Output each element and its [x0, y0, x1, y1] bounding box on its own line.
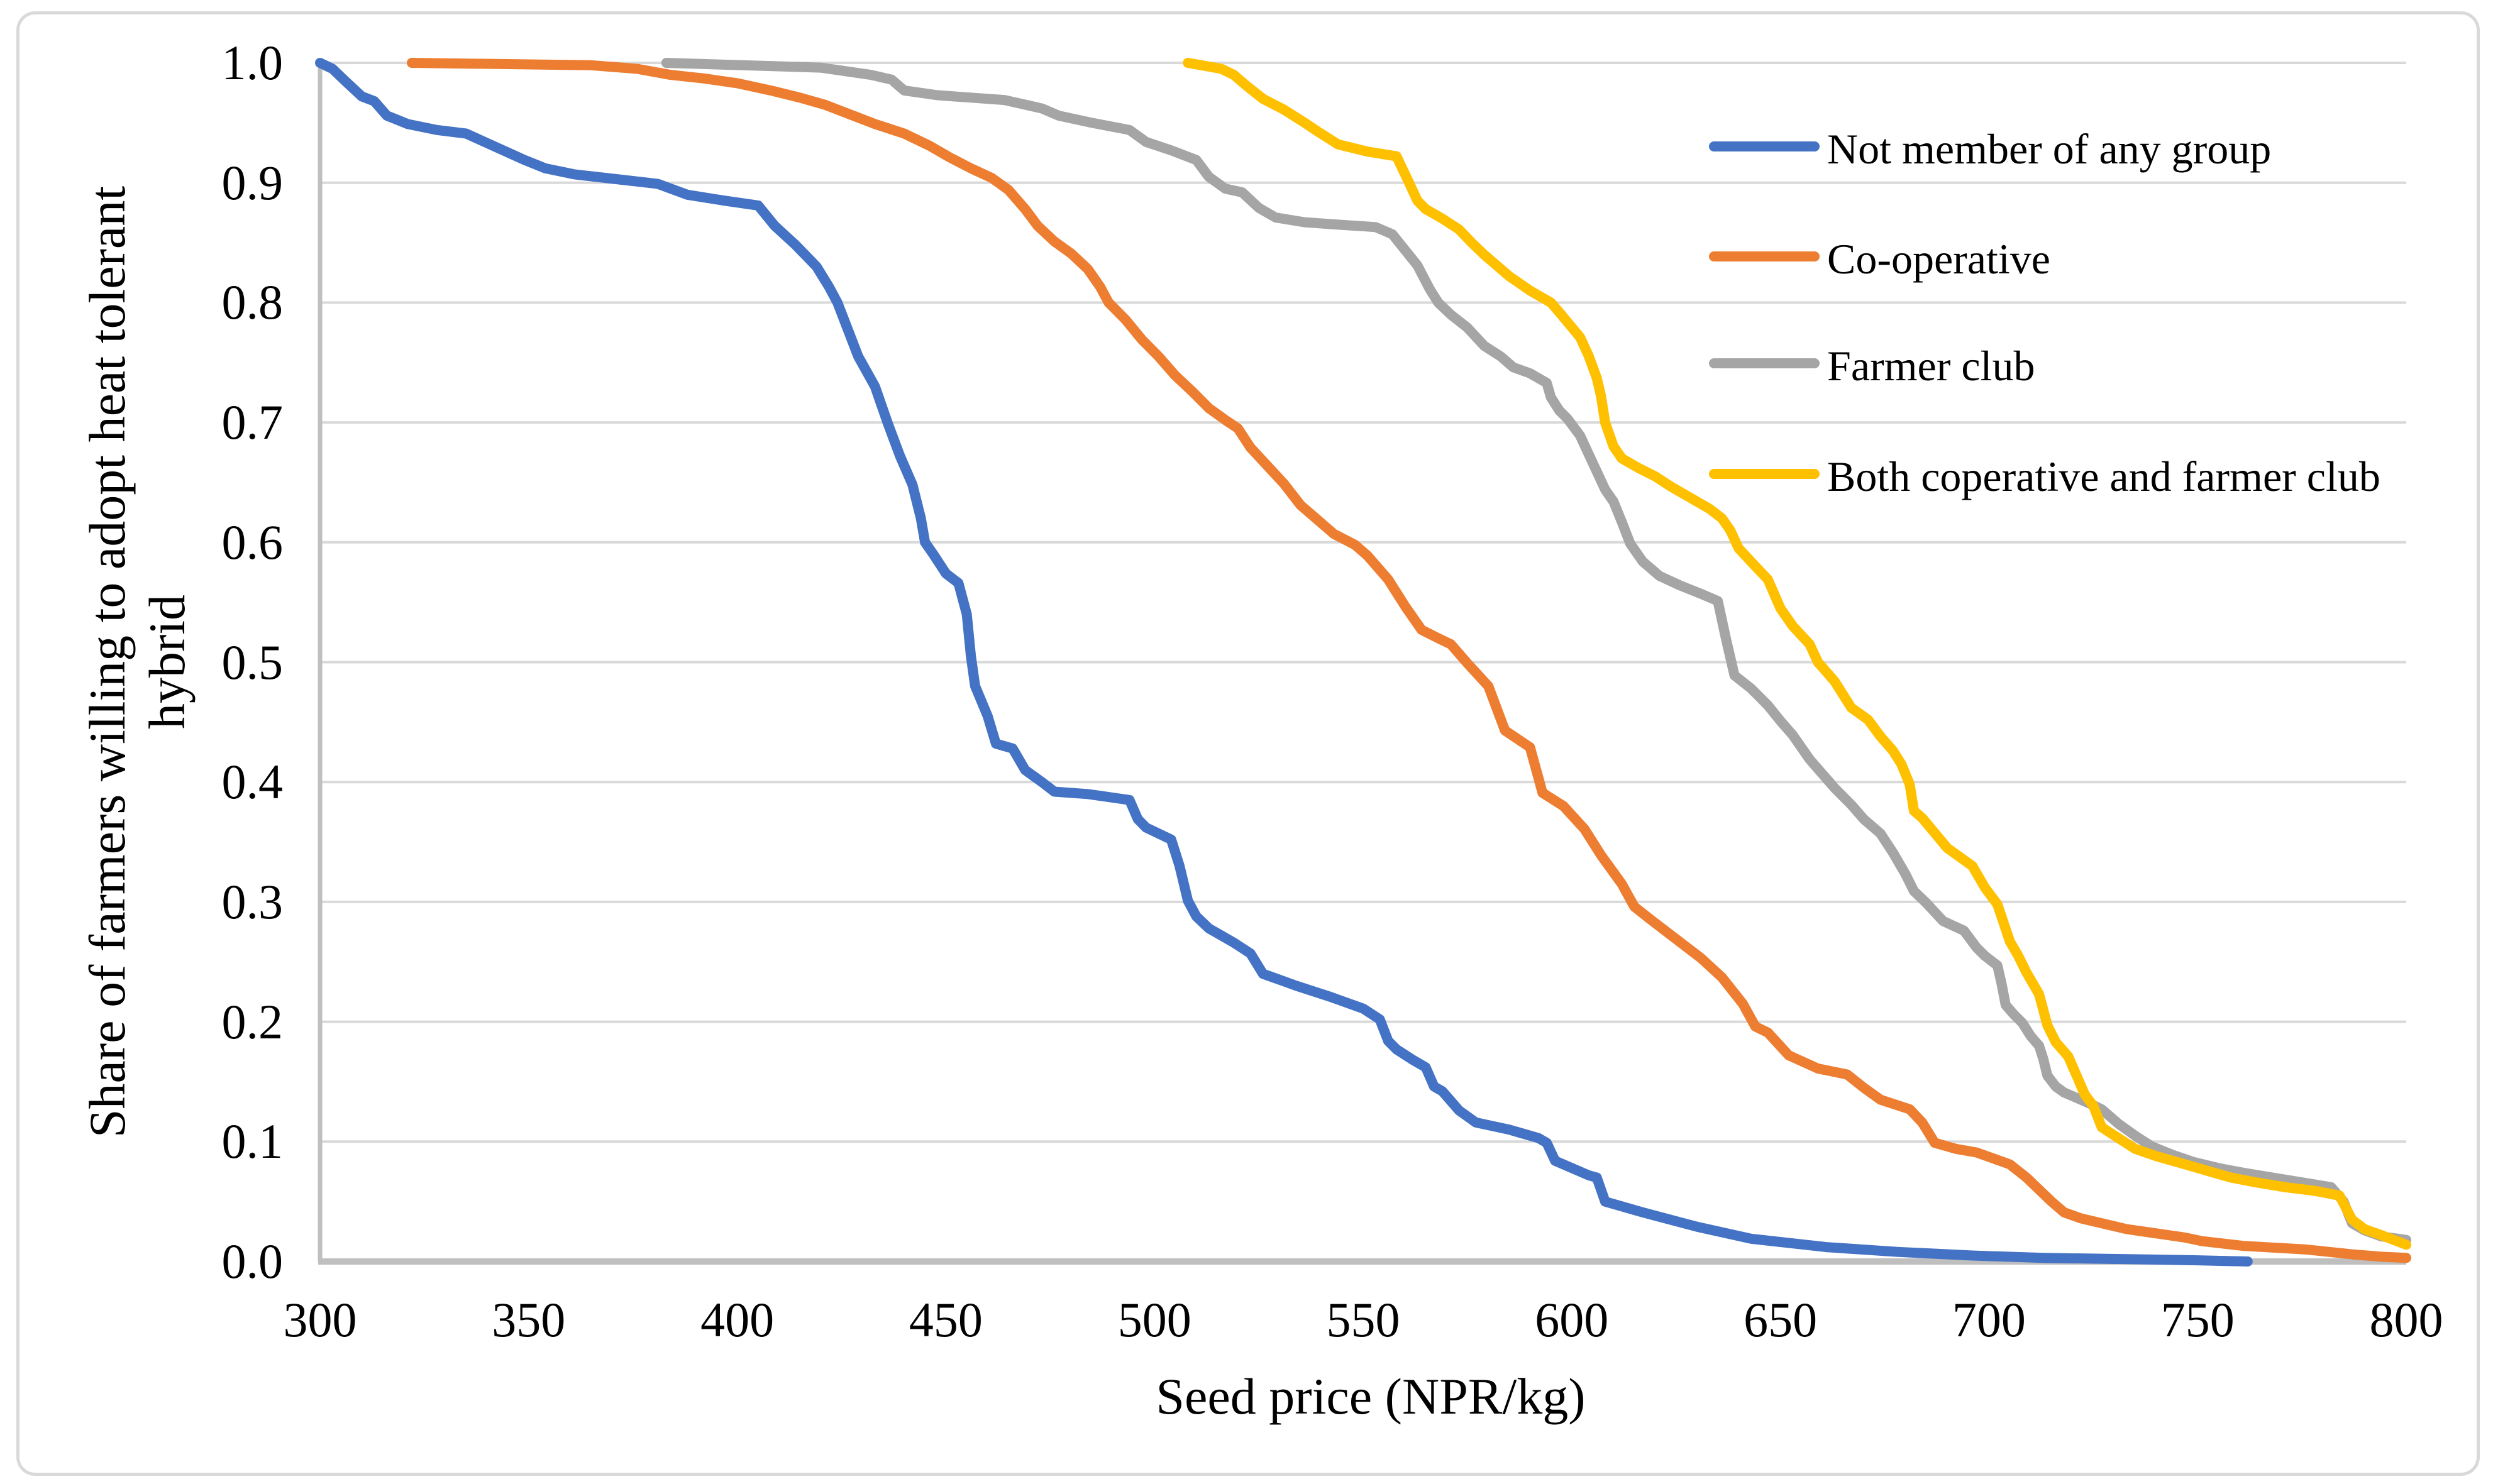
x-tick-label-450: 450 — [909, 1292, 983, 1347]
legend-item-cooperative: Co-operative — [1709, 228, 2050, 290]
y-tick-label-0.4: 0.4 — [221, 754, 284, 810]
y-tick-label-0.5: 0.5 — [221, 634, 284, 690]
series-line-2 — [661, 58, 2411, 1245]
legend-label-cooperative: Co-operative — [1827, 235, 2050, 283]
legend-item-not-member: Not member of any group — [1709, 118, 2271, 180]
legend-marker-both — [1709, 469, 1820, 479]
x-tick-label-800: 800 — [2369, 1292, 2443, 1347]
series-line-3 — [1183, 58, 2411, 1250]
x-tick-label-700: 700 — [1952, 1292, 2026, 1347]
series-line-0 — [315, 58, 2253, 1267]
x-tick-label-650: 650 — [1744, 1292, 1818, 1347]
y-tick-label-0.6: 0.6 — [221, 514, 284, 569]
figure-border — [16, 11, 2480, 1476]
y-tick-label-0.9: 0.9 — [221, 155, 284, 210]
legend-label-both: Both coperative and farmer club — [1827, 453, 2380, 500]
y-tick-label-0.0: 0.0 — [221, 1234, 284, 1289]
y-tick-label-0.8: 0.8 — [221, 275, 284, 330]
x-tick-label-750: 750 — [2160, 1292, 2235, 1347]
legend-label-not-member: Not member of any group — [1827, 125, 2272, 173]
x-tick-label-550: 550 — [1326, 1292, 1400, 1347]
x-tick-label-500: 500 — [1117, 1292, 1191, 1347]
y-tick-label-1.0: 1.0 — [221, 35, 284, 90]
y-axis-title-line2: hybrid — [138, 594, 196, 730]
y-axis-title-line1: Share of farmers willing to adopt heat t… — [79, 185, 136, 1138]
legend-item-both: Both coperative and farmer club — [1709, 445, 2380, 508]
legend-marker-cooperative — [1709, 251, 1820, 261]
x-tick-label-300: 300 — [283, 1292, 357, 1347]
y-tick-label-0.1: 0.1 — [221, 1114, 284, 1169]
x-tick-label-400: 400 — [700, 1292, 775, 1347]
legend-marker-farmer-club — [1709, 358, 1820, 368]
x-axis-title: Seed price (NPR/kg) — [1156, 1368, 1586, 1425]
y-tick-label-0.7: 0.7 — [221, 395, 284, 450]
y-tick-label-0.2: 0.2 — [221, 994, 284, 1049]
y-tick-label-0.3: 0.3 — [221, 874, 284, 929]
x-tick-label-350: 350 — [492, 1292, 566, 1347]
series-line-1 — [407, 58, 2411, 1263]
y-axis-title: Share of farmers willing to adopt heat t… — [77, 62, 197, 1261]
legend-item-farmer-club: Farmer club — [1709, 334, 2035, 397]
x-tick-label-600: 600 — [1535, 1292, 1609, 1347]
legend-marker-not-member — [1709, 141, 1820, 151]
legend-label-farmer-club: Farmer club — [1827, 342, 2035, 390]
